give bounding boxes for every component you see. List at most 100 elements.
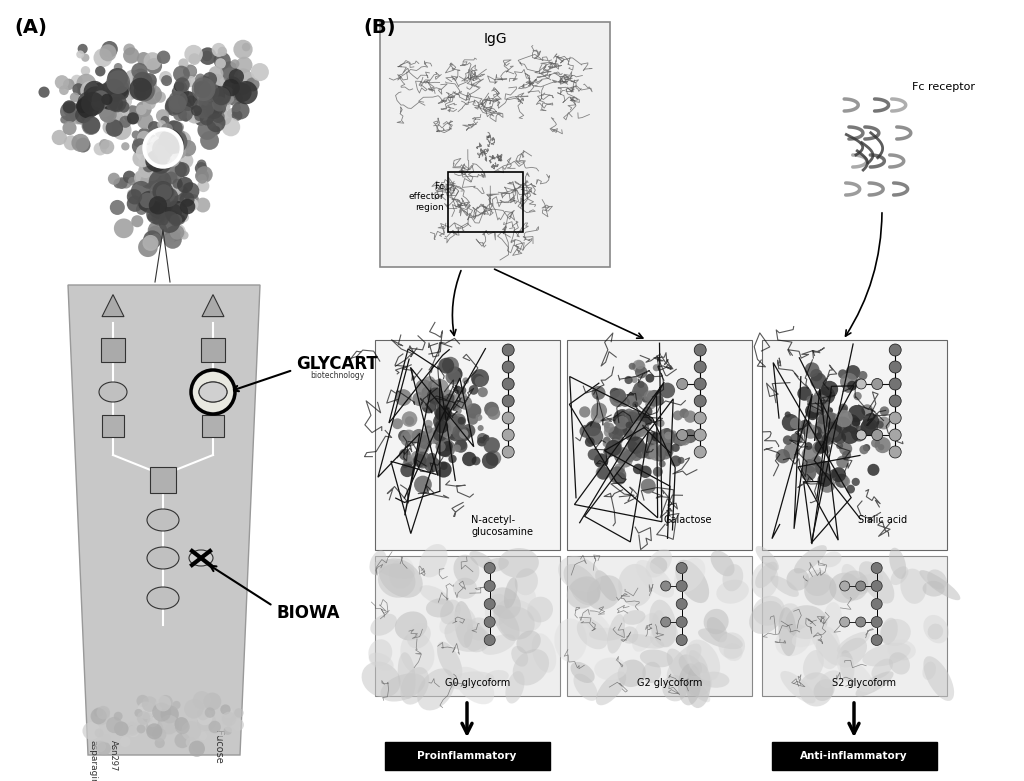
Ellipse shape <box>927 569 947 590</box>
Circle shape <box>502 429 514 441</box>
Circle shape <box>613 409 632 427</box>
Circle shape <box>151 186 169 205</box>
Circle shape <box>175 77 189 92</box>
Circle shape <box>199 81 219 102</box>
Circle shape <box>164 234 175 245</box>
Circle shape <box>91 96 106 111</box>
Circle shape <box>99 45 117 62</box>
Bar <box>567 340 752 550</box>
Ellipse shape <box>437 641 462 679</box>
Ellipse shape <box>145 130 181 166</box>
Circle shape <box>212 43 225 57</box>
Circle shape <box>613 448 631 464</box>
Circle shape <box>657 448 665 456</box>
Circle shape <box>198 709 209 720</box>
Circle shape <box>156 184 172 201</box>
Ellipse shape <box>804 569 831 596</box>
Circle shape <box>138 157 148 167</box>
Circle shape <box>148 196 167 215</box>
Circle shape <box>781 414 799 431</box>
Circle shape <box>195 95 211 111</box>
Circle shape <box>102 119 118 135</box>
Polygon shape <box>202 294 224 316</box>
Circle shape <box>842 414 860 432</box>
Circle shape <box>859 445 868 455</box>
Circle shape <box>208 74 225 91</box>
Circle shape <box>658 461 666 467</box>
Circle shape <box>412 429 426 443</box>
Ellipse shape <box>440 600 461 624</box>
Circle shape <box>423 389 436 402</box>
Circle shape <box>132 72 153 91</box>
Text: Fc receptor: Fc receptor <box>912 82 975 92</box>
Circle shape <box>417 442 429 454</box>
Circle shape <box>637 380 644 388</box>
Circle shape <box>140 173 156 189</box>
Circle shape <box>622 415 638 430</box>
Circle shape <box>449 455 457 463</box>
Circle shape <box>835 474 849 488</box>
Ellipse shape <box>837 638 867 668</box>
Circle shape <box>169 91 187 110</box>
Circle shape <box>156 696 171 711</box>
Circle shape <box>59 85 69 95</box>
Circle shape <box>197 159 206 169</box>
Circle shape <box>631 423 642 434</box>
Circle shape <box>604 423 614 433</box>
Circle shape <box>230 59 240 68</box>
Circle shape <box>434 419 447 433</box>
Circle shape <box>654 396 664 405</box>
Circle shape <box>631 428 638 435</box>
Ellipse shape <box>887 640 915 660</box>
Circle shape <box>60 116 69 123</box>
Circle shape <box>880 406 889 416</box>
Circle shape <box>143 52 162 70</box>
Circle shape <box>197 98 212 114</box>
Circle shape <box>834 432 846 444</box>
Circle shape <box>450 416 465 432</box>
Circle shape <box>418 435 432 449</box>
Ellipse shape <box>889 652 910 675</box>
Circle shape <box>205 86 216 97</box>
Ellipse shape <box>506 671 524 704</box>
Circle shape <box>403 433 412 441</box>
Circle shape <box>442 430 452 438</box>
Circle shape <box>186 106 203 123</box>
Circle shape <box>195 162 208 175</box>
Circle shape <box>116 177 128 189</box>
Circle shape <box>852 418 860 426</box>
Circle shape <box>822 412 840 429</box>
Circle shape <box>106 70 130 94</box>
Ellipse shape <box>570 662 595 683</box>
Circle shape <box>128 726 136 734</box>
Circle shape <box>152 162 166 177</box>
Circle shape <box>171 130 191 151</box>
Circle shape <box>812 426 822 436</box>
Circle shape <box>108 173 120 185</box>
Circle shape <box>660 581 671 591</box>
Circle shape <box>889 395 901 407</box>
Circle shape <box>432 429 450 446</box>
Ellipse shape <box>845 573 883 596</box>
Circle shape <box>195 114 207 126</box>
Circle shape <box>438 420 454 435</box>
Circle shape <box>694 446 707 458</box>
Circle shape <box>108 102 117 111</box>
Circle shape <box>483 437 500 454</box>
Circle shape <box>137 80 156 98</box>
Circle shape <box>635 419 643 427</box>
Circle shape <box>427 387 444 405</box>
Circle shape <box>871 616 883 627</box>
Circle shape <box>246 77 259 91</box>
Circle shape <box>177 106 194 121</box>
Circle shape <box>165 172 177 184</box>
Circle shape <box>482 434 489 441</box>
Circle shape <box>182 102 190 110</box>
Circle shape <box>212 87 230 105</box>
Circle shape <box>137 701 155 719</box>
Circle shape <box>94 740 105 752</box>
Circle shape <box>422 399 436 413</box>
Circle shape <box>612 433 624 444</box>
Bar <box>567 556 752 696</box>
Circle shape <box>153 728 167 742</box>
